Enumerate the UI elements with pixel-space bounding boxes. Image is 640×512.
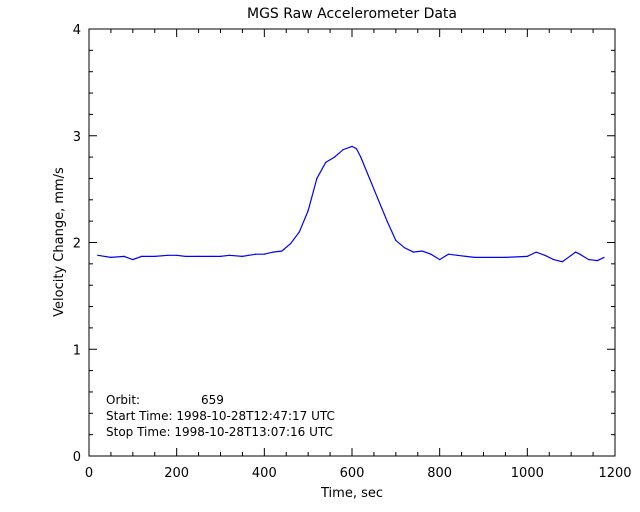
data-point — [176, 254, 178, 256]
x-tick-label: 1000 — [511, 466, 544, 481]
y-tick-label: 1 — [73, 343, 81, 358]
data-point — [316, 177, 318, 180]
x-tick-label: 800 — [427, 466, 452, 481]
data-point — [579, 253, 581, 255]
x-tick-label: 1200 — [598, 466, 631, 481]
data-point — [355, 147, 357, 150]
y-tick-label: 0 — [73, 450, 81, 465]
series-layer — [97, 145, 605, 263]
data-point — [386, 220, 388, 222]
data-point — [281, 250, 283, 252]
data-point — [110, 256, 112, 259]
chart-title: MGS Raw Accelerometer Data — [247, 6, 457, 22]
data-point — [561, 261, 564, 263]
stop-time-label: Stop Time: 1998-10-28T13:07:16 UTC — [106, 425, 333, 439]
x-tick-label: 0 — [85, 466, 93, 481]
data-point — [342, 149, 344, 151]
x-tick-label: 400 — [252, 466, 277, 481]
data-point — [351, 145, 353, 148]
series-line — [97, 145, 605, 263]
data-point — [588, 258, 590, 261]
data-point — [526, 255, 528, 257]
data-point — [333, 156, 336, 158]
data-point — [439, 258, 441, 261]
start-time-label: Start Time: 1998-10-28T12:47:17 UTC — [106, 409, 335, 423]
data-point — [132, 258, 134, 261]
data-point — [241, 255, 244, 257]
data-point — [535, 251, 537, 253]
data-point — [219, 255, 222, 257]
data-point — [298, 231, 300, 233]
data-point — [482, 256, 485, 259]
data-point — [447, 253, 450, 255]
y-tick-label: 4 — [73, 23, 81, 38]
data-point — [167, 254, 169, 256]
data-point — [290, 242, 292, 245]
data-point — [97, 254, 99, 256]
x-tick-label: 600 — [340, 466, 365, 481]
data-point — [421, 250, 423, 252]
data-point — [254, 253, 257, 255]
data-point — [430, 253, 432, 255]
y-tick-label: 3 — [73, 130, 81, 145]
data-point — [141, 255, 143, 257]
data-point — [307, 209, 309, 212]
data-point — [544, 254, 546, 256]
data-point — [368, 177, 371, 180]
data-point — [325, 161, 327, 164]
data-point — [412, 251, 414, 253]
x-tick-label: 200 — [164, 466, 189, 481]
data-point — [504, 256, 507, 259]
data-point — [211, 255, 213, 257]
data-point — [360, 156, 362, 158]
x-axis-label: Time, sec — [320, 486, 383, 501]
data-point — [197, 255, 200, 257]
data-point — [395, 239, 397, 241]
x-axis-ticks: 0 200 400 600 800 1000 1200 — [85, 29, 632, 481]
data-point — [123, 255, 125, 257]
data-point — [404, 247, 406, 249]
data-point — [553, 258, 555, 261]
y-axis-ticks: 0 1 2 3 4 — [73, 23, 615, 465]
data-point — [456, 254, 458, 256]
data-point — [263, 253, 265, 255]
data-point — [465, 255, 467, 257]
y-axis-label: Velocity Change, mm/s — [52, 167, 67, 317]
data-point — [154, 255, 156, 257]
data-point — [474, 256, 476, 259]
data-point — [570, 254, 572, 256]
data-point — [603, 256, 605, 259]
y-tick-label: 2 — [73, 237, 81, 252]
data-point — [272, 251, 274, 253]
orbit-value: 659 — [201, 393, 224, 407]
orbit-label: Orbit: — [106, 393, 140, 407]
data-point — [574, 251, 577, 253]
data-point — [184, 255, 187, 257]
data-point — [377, 199, 379, 201]
plot-frame — [88, 28, 616, 457]
data-point — [228, 254, 230, 256]
data-point — [596, 260, 599, 262]
